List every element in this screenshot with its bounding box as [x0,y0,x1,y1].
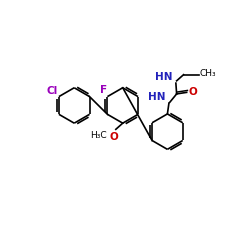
Text: F: F [100,85,107,95]
Text: HN: HN [148,92,166,102]
Text: CH₃: CH₃ [200,70,216,78]
Text: Cl: Cl [46,86,57,96]
Text: O: O [110,132,119,142]
Text: HN: HN [155,72,173,82]
Text: H₃C: H₃C [90,131,106,140]
Text: O: O [188,87,197,97]
